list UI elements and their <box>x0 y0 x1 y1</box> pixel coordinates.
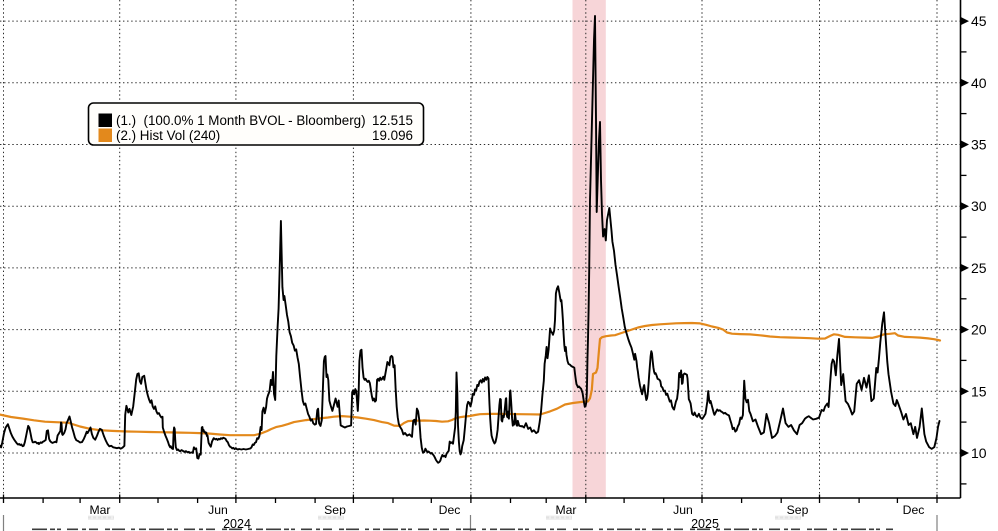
svg-text:Jun: Jun <box>208 503 228 517</box>
svg-text:Mar: Mar <box>90 503 111 517</box>
svg-text:Sep: Sep <box>324 503 346 517</box>
svg-text:20: 20 <box>971 322 987 338</box>
svg-text:40: 40 <box>971 75 987 91</box>
svg-text:15: 15 <box>971 383 987 399</box>
svg-text:Dec: Dec <box>439 503 461 517</box>
svg-text:(2.) Hist Vol (240): (2.) Hist Vol (240) <box>116 128 220 143</box>
svg-text:Dec: Dec <box>903 503 925 517</box>
svg-text:30: 30 <box>971 198 987 214</box>
svg-text:35: 35 <box>971 137 987 153</box>
svg-text:(1.) (100.0% 1 Month BVOL - B: (1.) (100.0% 1 Month BVOL - Bloomberg) <box>116 113 366 128</box>
svg-text:45: 45 <box>971 13 987 29</box>
svg-text:Mar: Mar <box>556 503 577 517</box>
svg-text:12.515: 12.515 <box>372 113 413 128</box>
svg-text:25: 25 <box>971 260 987 276</box>
svg-text:2024: 2024 <box>223 517 251 531</box>
svg-text:19.096: 19.096 <box>372 128 413 143</box>
svg-text:Jun: Jun <box>673 503 693 517</box>
svg-text:Sep: Sep <box>787 503 809 517</box>
svg-text:10: 10 <box>971 445 987 461</box>
svg-text:2025: 2025 <box>691 517 719 531</box>
